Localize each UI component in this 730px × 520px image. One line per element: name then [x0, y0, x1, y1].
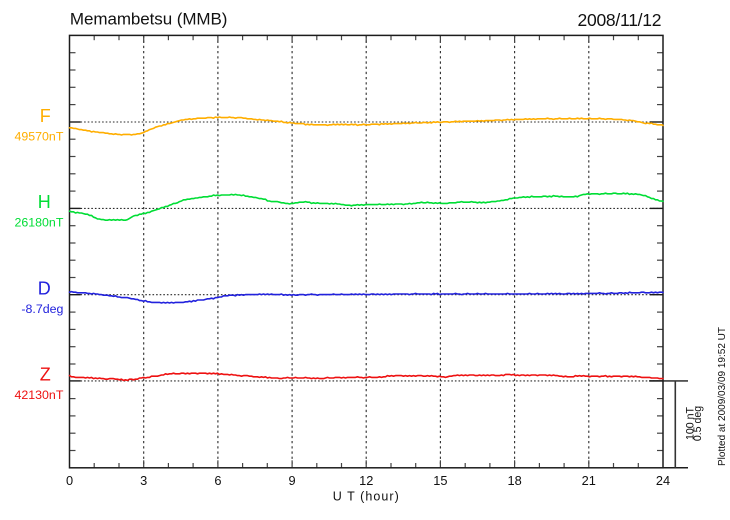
svg-text:49570nT: 49570nT	[14, 129, 63, 143]
svg-text:12: 12	[359, 473, 373, 488]
svg-text:Z: Z	[40, 365, 51, 385]
svg-text:15: 15	[433, 473, 447, 488]
svg-text:0.5 deg: 0.5 deg	[692, 406, 704, 441]
svg-text:26180nT: 26180nT	[14, 216, 63, 230]
svg-text:D: D	[38, 279, 51, 299]
svg-text:21: 21	[582, 473, 596, 488]
svg-text:F: F	[40, 106, 51, 126]
svg-text:H: H	[38, 192, 51, 212]
svg-text:24: 24	[656, 473, 670, 488]
svg-text:42130nT: 42130nT	[14, 388, 63, 402]
svg-text:0: 0	[66, 473, 73, 488]
svg-text:Memambetsu (MMB): Memambetsu (MMB)	[70, 9, 228, 28]
svg-text:3: 3	[140, 473, 147, 488]
svg-text:U T (hour): U T (hour)	[333, 489, 399, 503]
svg-text:9: 9	[289, 473, 296, 488]
svg-text:6: 6	[214, 473, 221, 488]
svg-text:100 nT: 100 nT	[684, 406, 696, 440]
svg-text:Plotted at 2009/03/09 19:52 UT: Plotted at 2009/03/09 19:52 UT	[717, 327, 728, 466]
svg-text:-8.7deg: -8.7deg	[21, 302, 63, 316]
svg-text:18: 18	[507, 473, 521, 488]
svg-text:2008/11/12: 2008/11/12	[578, 10, 662, 30]
